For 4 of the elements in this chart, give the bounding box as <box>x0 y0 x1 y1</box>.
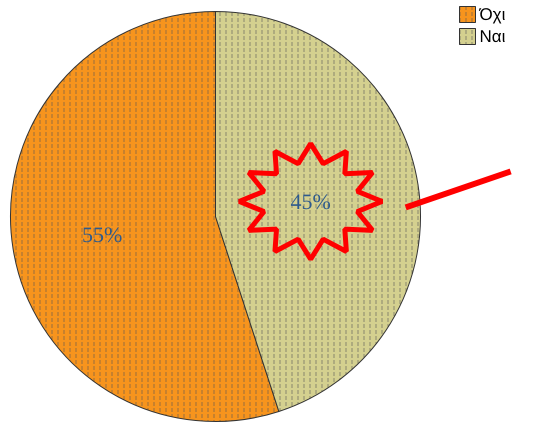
data-label: 45% <box>290 188 331 214</box>
legend-label: Όχι <box>478 5 506 24</box>
legend-label: Ναι <box>480 27 506 46</box>
data-label: 55% <box>82 222 122 247</box>
